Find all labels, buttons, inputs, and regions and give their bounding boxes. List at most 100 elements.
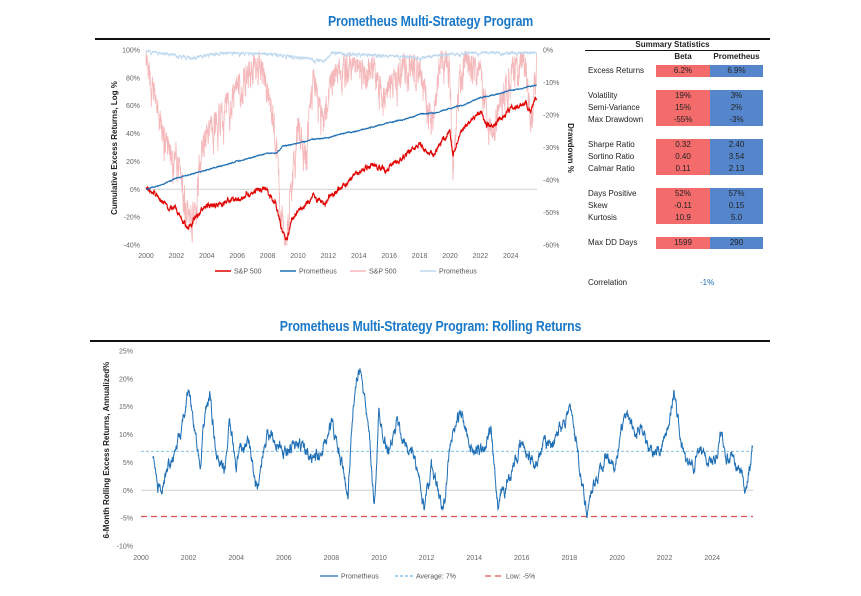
- y2-tick-label: 0%: [543, 48, 553, 55]
- summary-statistics-table: Summary Statistics Beta Prometheus Exces…: [585, 40, 775, 249]
- top-chart-title: Prometheus Multi-Strategy Program: [327, 13, 534, 30]
- y2-tick-label: -40%: [543, 178, 559, 185]
- summary-column-headers: Beta Prometheus: [585, 51, 775, 63]
- summary-title: Summary Statistics: [585, 40, 760, 51]
- x-tick-label: 2024: [503, 253, 519, 260]
- x-tick-label: 2000: [133, 555, 149, 562]
- y-tick-label: 40%: [126, 131, 140, 138]
- stats-group: Max DD Days 1599 290: [585, 237, 775, 249]
- y-tick-label: -20%: [124, 215, 140, 222]
- y-tick-label: -10%: [117, 544, 133, 551]
- y2-tick-label: -60%: [543, 243, 559, 250]
- correlation-label: Correlation: [588, 278, 628, 287]
- stats-row: Sortino Ratio 0.40 3.54: [585, 151, 775, 163]
- stat-prometheus-value: 2%: [710, 102, 763, 114]
- stat-beta-value: 0.40: [656, 151, 710, 163]
- x-tick-label: 2000: [138, 253, 154, 260]
- stats-row: Excess Returns 6.2% 6.9%: [585, 65, 775, 77]
- series-line-sp500_dd: [145, 50, 537, 246]
- stat-beta-value: 1599: [656, 237, 710, 249]
- stats-row: Volatility 19% 3%: [585, 90, 775, 102]
- stats-row: Skew -0.11 0.15: [585, 200, 775, 212]
- series-line-prometheus: [152, 368, 754, 519]
- correlation-value: -1%: [700, 278, 715, 287]
- stat-label: Calmar Ratio: [588, 164, 635, 173]
- x-tick-label: 2014: [351, 253, 367, 260]
- stat-beta-value: 0.11: [656, 163, 710, 175]
- y-tick-label: 15%: [119, 404, 133, 411]
- stat-label: Max Drawdown: [588, 115, 644, 124]
- stat-label: Volatility: [588, 91, 618, 100]
- stats-row: Max Drawdown -55% -3%: [585, 114, 775, 126]
- x-tick-label: 2016: [514, 555, 530, 562]
- y-tick-label: -5%: [121, 516, 133, 523]
- legend-label: Prometheus: [341, 574, 379, 581]
- series-line-prometheus: [145, 84, 537, 190]
- x-tick-label: 2004: [228, 555, 244, 562]
- y-tick-label: 25%: [119, 349, 133, 356]
- stats-row: Kurtosis 10.9 5.0: [585, 212, 775, 224]
- col-prometheus: Prometheus: [713, 52, 760, 61]
- x-tick-label: 2010: [290, 253, 306, 260]
- stat-label: Excess Returns: [588, 66, 645, 75]
- stat-beta-value: 10.9: [656, 212, 710, 224]
- y-tick-label: 100%: [122, 48, 140, 55]
- x-tick-label: 2016: [381, 253, 397, 260]
- stat-prometheus-value: 2.40: [710, 139, 763, 151]
- stats-group: Excess Returns 6.2% 6.9%: [585, 65, 775, 77]
- stat-label: Sortino Ratio: [588, 152, 635, 161]
- stat-prometheus-value: 5.0: [710, 212, 763, 224]
- legend-label-prometheus_dd: Prometheus: [439, 269, 477, 276]
- x-tick-label: 2006: [276, 555, 292, 562]
- y-tick-label: 5%: [123, 460, 133, 467]
- y-tick-label: 0%: [130, 187, 140, 194]
- y-tick-label: 20%: [126, 159, 140, 166]
- y-tick-label: 60%: [126, 103, 140, 110]
- y-axis-title: Cumulative Excess Returns, Log %: [110, 81, 119, 215]
- x-tick-label: 2008: [324, 555, 340, 562]
- top-title-rule: [95, 38, 770, 40]
- series-line-sp500: [145, 96, 538, 241]
- stats-row: Max DD Days 1599 290: [585, 237, 775, 249]
- x-tick-label: 2024: [704, 555, 720, 562]
- y2-tick-label: -30%: [543, 145, 559, 152]
- y2-axis-title: Drawdown %: [566, 123, 575, 173]
- x-tick-label: 2018: [412, 253, 428, 260]
- stats-row: Calmar Ratio 0.11 2.13: [585, 163, 775, 175]
- legend-label-sp500: S&P 500: [234, 269, 262, 276]
- stat-beta-value: 6.2%: [656, 65, 710, 77]
- y2-tick-label: -10%: [543, 80, 559, 87]
- series-line-prometheus_dd: [145, 49, 537, 65]
- stat-beta-value: 52%: [656, 188, 710, 200]
- stat-beta-value: -55%: [656, 114, 710, 126]
- x-tick-label: 2002: [169, 253, 185, 260]
- stat-label: Sharpe Ratio: [588, 140, 635, 149]
- bottom-chart-title: Prometheus Multi-Strategy Program: Rolli…: [279, 318, 582, 335]
- x-tick-label: 2012: [419, 555, 435, 562]
- stat-prometheus-value: 3.54: [710, 151, 763, 163]
- stat-label: Kurtosis: [588, 213, 617, 222]
- stat-beta-value: 15%: [656, 102, 710, 114]
- x-tick-label: 2014: [466, 555, 482, 562]
- legend-label: Average: 7%: [416, 574, 456, 581]
- x-tick-label: 2004: [199, 253, 215, 260]
- bottom-title-rule: [90, 340, 770, 342]
- stat-prometheus-value: -3%: [710, 114, 763, 126]
- y2-tick-label: -20%: [543, 113, 559, 120]
- stats-group: Days Positive 52% 57% Skew -0.11 0.15 Kurtosis…: [585, 188, 775, 224]
- x-tick-label: 2010: [371, 555, 387, 562]
- legend-label: Low: -5%: [506, 574, 535, 581]
- stat-beta-value: 0.32: [656, 139, 710, 151]
- stat-label: Max DD Days: [588, 238, 638, 247]
- x-tick-label: 2020: [609, 555, 625, 562]
- legend-label-prometheus: Prometheus: [299, 269, 337, 276]
- stat-label: Skew: [588, 201, 608, 210]
- y-tick-label: 10%: [119, 432, 133, 439]
- stat-prometheus-value: 2.13: [710, 163, 763, 175]
- y2-tick-label: -50%: [543, 210, 559, 217]
- stat-prometheus-value: 290: [710, 237, 763, 249]
- stat-label: Semi-Variance: [588, 103, 640, 112]
- x-tick-label: 2002: [181, 555, 197, 562]
- y-tick-label: -40%: [124, 243, 140, 250]
- col-beta: Beta: [674, 52, 692, 61]
